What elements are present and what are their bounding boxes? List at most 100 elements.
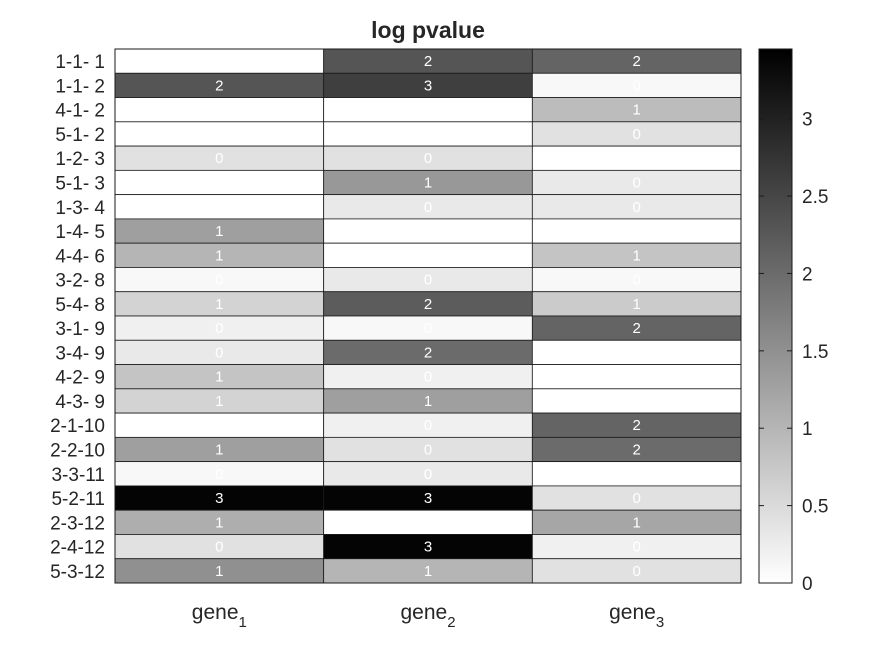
heatmap-cell (531, 267, 742, 293)
cell-value-label: 1 (215, 563, 223, 580)
row-label: 1-4- 5 (55, 222, 105, 243)
cell-value-label: 0 (632, 175, 640, 192)
column-label: gene3 (609, 601, 664, 631)
heatmap-cell (323, 194, 533, 220)
heatmap-cell (531, 48, 742, 74)
heatmap-cell (531, 461, 742, 487)
row-label: 1-1- 2 (55, 76, 105, 97)
row-label: 2-1-10 (50, 416, 105, 437)
row-label: 1-3- 4 (55, 198, 105, 219)
cell-value-label: 0 (632, 466, 640, 483)
cell-value-label: 1 (215, 369, 223, 386)
row-label: 2-2-10 (50, 441, 105, 462)
heatmap-cell (114, 412, 325, 438)
heatmap-cell (114, 194, 325, 220)
cell-value-label: 0 (424, 150, 432, 167)
row-labels: 1-1- 1 1-1- 2 4-1- 2 5-1- 2 1-2- 3 5-1- 3 1-3-… (50, 52, 105, 583)
cell-value-label: 0 (424, 199, 432, 216)
cell-value-label: 0 (215, 272, 223, 289)
cell-value-label: 0 (424, 466, 432, 483)
cell-value-label: 0 (632, 490, 640, 507)
heatmap-cell (323, 97, 533, 123)
plot-frame (114, 48, 742, 584)
cell-value-label: 2 (632, 53, 640, 70)
heatmap-cell (114, 97, 325, 123)
cell-value-label: 2 (632, 417, 640, 434)
heatmap-cell (114, 291, 325, 317)
cell-value-label: 0 (632, 539, 640, 556)
heatmap-cell (114, 558, 325, 584)
heatmap-cell (531, 364, 742, 390)
heatmap-cell (531, 485, 742, 511)
cell-value-label: 2 (424, 53, 432, 70)
row-label: 4-3- 9 (55, 392, 105, 413)
colorbar: 0 0.5 1 1.5 2 2.5 3 (758, 48, 828, 595)
heatmap-cell (323, 534, 533, 560)
cell-value-label: 1 (215, 393, 223, 410)
cell-value-label: 0 (424, 417, 432, 434)
row-label: 5-4- 8 (55, 295, 105, 316)
colorbar-tick-label: 0.5 (802, 497, 828, 518)
cell-value-label: 0 (424, 320, 432, 337)
row-label: 5-3-12 (50, 562, 105, 583)
column-label: gene1 (192, 601, 247, 631)
heatmap-cell (531, 145, 742, 171)
cell-value-label: 0 (424, 369, 432, 386)
cell-value-label: 0 (215, 150, 223, 167)
heatmap-cell (323, 339, 533, 365)
heatmap-cell (114, 509, 325, 535)
colorbar-tick-label: 1.5 (802, 342, 828, 363)
cell-value-label: 1 (632, 514, 640, 531)
cell-value-label: 0 (632, 77, 640, 94)
heatmap-cell (531, 558, 742, 584)
heatmap-cell (114, 48, 325, 74)
row-label: 1-1- 1 (55, 52, 105, 73)
heatmap-cell (323, 218, 533, 244)
heatmap-cell (114, 364, 325, 390)
column-label: gene2 (400, 601, 455, 631)
cell-value-label: 2 (424, 344, 432, 361)
cell-value-label: 1 (424, 175, 432, 192)
heatmap-cell (531, 436, 742, 463)
cell-value-label: 3 (215, 490, 223, 507)
cell-value-label: 3 (424, 539, 432, 556)
heatmap-cell (323, 169, 533, 196)
heatmap-cell (114, 534, 325, 560)
cell-value-label: 0 (632, 126, 640, 143)
heatmap-cells: 2 2 2 3 0 1 0 0 0 1 0 0 0 1 1 1 0 0 0 1 2 1 0 0 2 0 2 0 1 0 0 1 1 0 0 2 1 0 2 0… (114, 48, 742, 584)
heatmap-cell (531, 509, 742, 535)
heatmap-cell (114, 169, 325, 196)
cell-value-label: 2 (424, 296, 432, 313)
cell-value-label: 0 (632, 563, 640, 580)
colorbar-gradient (758, 48, 793, 584)
cell-value-label: 0 (632, 272, 640, 289)
column-labels: gene1 gene2 gene3 (192, 601, 664, 631)
cell-value-label: 2 (215, 77, 223, 94)
heatmap-cell (114, 461, 325, 487)
cell-value-label: 1 (215, 514, 223, 531)
heatmap-cell (531, 218, 742, 244)
cell-value-label: 1 (215, 296, 223, 313)
heatmap-cell (323, 509, 533, 535)
heatmap-cell (323, 48, 533, 74)
cell-value-label: 0 (215, 344, 223, 361)
heatmap-cell (531, 534, 742, 560)
row-label: 1-2- 3 (55, 149, 105, 170)
cell-value-label: 1 (632, 102, 640, 119)
row-label: 4-2- 9 (55, 368, 105, 389)
cell-value-label: 1 (215, 247, 223, 264)
heatmap-cell (531, 339, 742, 365)
colorbar-tick-label: 2 (802, 264, 813, 285)
colorbar-tick-label: 2.5 (802, 187, 828, 208)
heatmap-cell (114, 218, 325, 244)
cell-value-label: 1 (632, 296, 640, 313)
heatmap-cell (531, 291, 742, 317)
cell-value-label: 2 (632, 442, 640, 459)
cell-value-label: 1 (424, 393, 432, 410)
chart-title: log pvalue (371, 17, 485, 43)
heatmap-cell (114, 121, 325, 147)
cell-value-label: 0 (424, 272, 432, 289)
heatmap-cell (323, 267, 533, 293)
heatmap-cell (114, 436, 325, 463)
